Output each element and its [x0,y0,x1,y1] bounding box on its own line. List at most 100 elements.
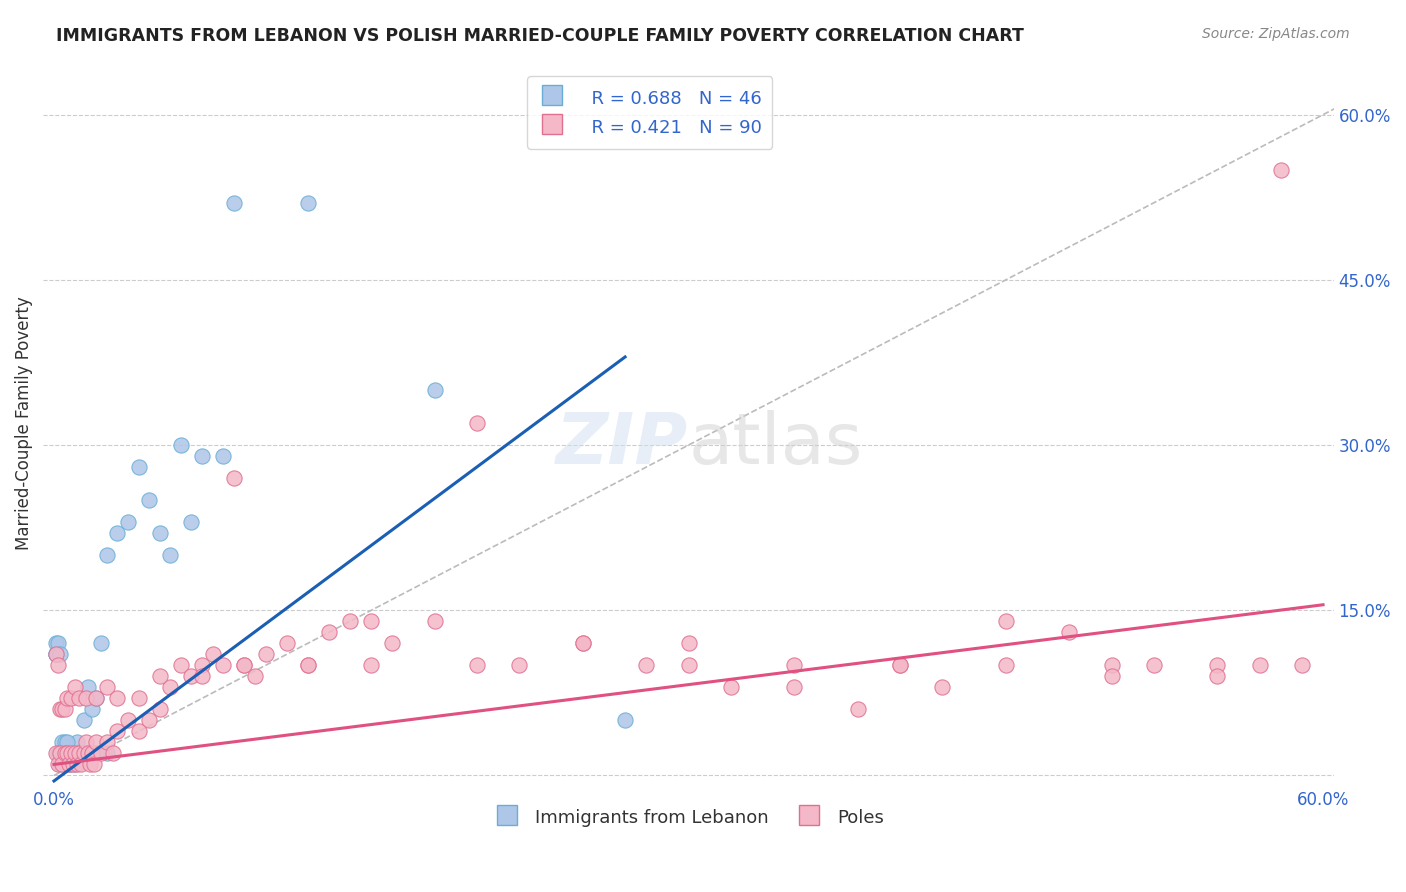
Point [159,681,181,695]
Point [67,747,90,761]
Point [297,658,319,673]
Point [128,724,150,739]
Point [96,681,118,695]
Point [191,658,214,673]
Point [222,471,245,485]
Point [360,658,382,673]
Point [1101,669,1123,683]
Point [96,735,118,749]
Point [63,681,86,695]
Point [55,691,77,706]
Point [51,702,73,716]
Point [79,757,101,772]
Point [49,747,72,761]
Point [62,747,84,761]
Point [89,747,111,761]
Point [75,691,97,706]
Point [170,438,193,452]
Point [46,658,69,673]
Point [76,681,98,695]
Point [128,691,150,706]
Point [49,747,72,761]
Point [212,449,235,463]
Point [1291,658,1313,673]
Point [149,526,172,541]
Text: ZIP: ZIP [557,410,689,479]
Point [297,658,319,673]
Point [84,691,107,706]
Point [170,658,193,673]
Point [75,747,97,761]
Point [1206,658,1229,673]
Point [889,658,911,673]
Point [51,747,73,761]
Point [66,757,89,772]
Point [276,636,298,650]
Point [96,548,118,562]
Point [70,757,93,772]
Point [45,648,67,662]
Point [243,669,266,683]
Point [46,757,69,772]
Point [994,658,1017,673]
Point [614,714,637,728]
Point [180,669,202,683]
Point [233,658,256,673]
Point [931,681,953,695]
Y-axis label: Married-Couple Family Poverty: Married-Couple Family Poverty [15,296,32,549]
Point [72,714,94,728]
Point [58,757,80,772]
Point [46,747,69,761]
Point [55,747,77,761]
Point [360,615,382,629]
Point [339,615,361,629]
Point [1249,658,1271,673]
Point [49,747,72,761]
Point [128,460,150,475]
Point [254,648,277,662]
Point [138,493,160,508]
Point [138,714,160,728]
Point [107,691,129,706]
Point [67,691,90,706]
Point [233,658,256,673]
Point [636,658,658,673]
Point [212,658,235,673]
Point [80,747,103,761]
Point [117,714,139,728]
Point [62,757,84,772]
Point [191,449,214,463]
Point [59,757,82,772]
Point [75,747,97,761]
Point [465,658,488,673]
Point [45,636,67,650]
Point [58,757,80,772]
Text: Source: ZipAtlas.com: Source: ZipAtlas.com [1202,27,1350,41]
Point [201,648,224,662]
Point [297,195,319,210]
Text: atlas: atlas [689,410,863,479]
Point [53,757,76,772]
Point [1206,669,1229,683]
Point [63,747,86,761]
Point [318,625,340,640]
Point [149,669,172,683]
Point [59,747,82,761]
Point [107,526,129,541]
Point [45,648,67,662]
Point [53,747,76,761]
Point [51,757,73,772]
Point [55,735,77,749]
Point [423,383,446,397]
Point [49,702,72,716]
Point [63,757,86,772]
Point [678,658,700,673]
Point [994,615,1017,629]
Point [783,681,806,695]
Point [84,747,107,761]
Point [96,747,118,761]
Point [84,735,107,749]
Point [465,416,488,430]
Point [508,658,530,673]
Point [846,702,869,716]
